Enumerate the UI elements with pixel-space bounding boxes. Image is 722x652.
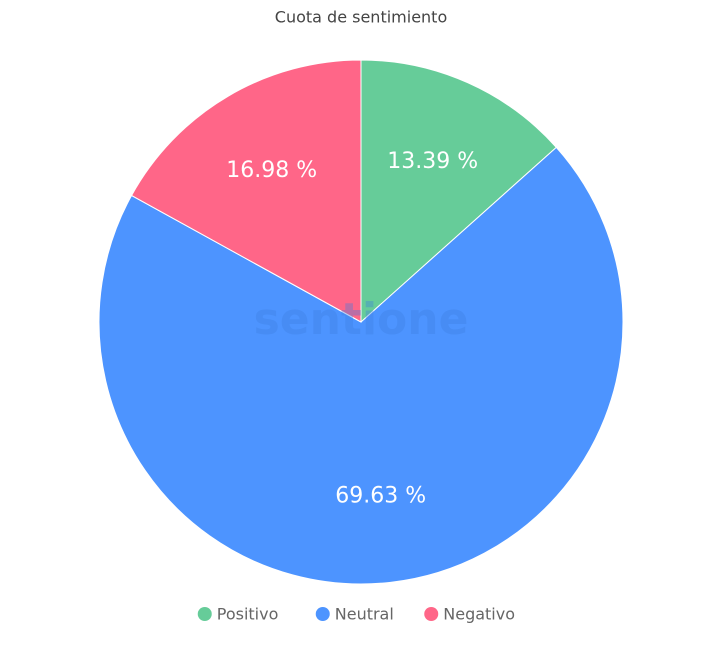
watermark: sentione [254,294,469,345]
chart-title: Cuota de sentimiento [275,8,447,27]
data-label: 69.63 % [335,483,426,508]
legend-label: Neutral [335,605,394,624]
legend-label: Positivo [217,605,279,624]
pie-slice [130,59,362,323]
legend-swatch [315,607,330,621]
data-label: 13.39 % [387,149,478,174]
legend-label: Negativo [443,605,515,624]
pie-slice [98,146,624,585]
legend-swatch [424,607,439,621]
data-label: 16.98 % [226,158,317,183]
pie-slice [360,59,558,324]
legend-swatch [197,607,212,621]
